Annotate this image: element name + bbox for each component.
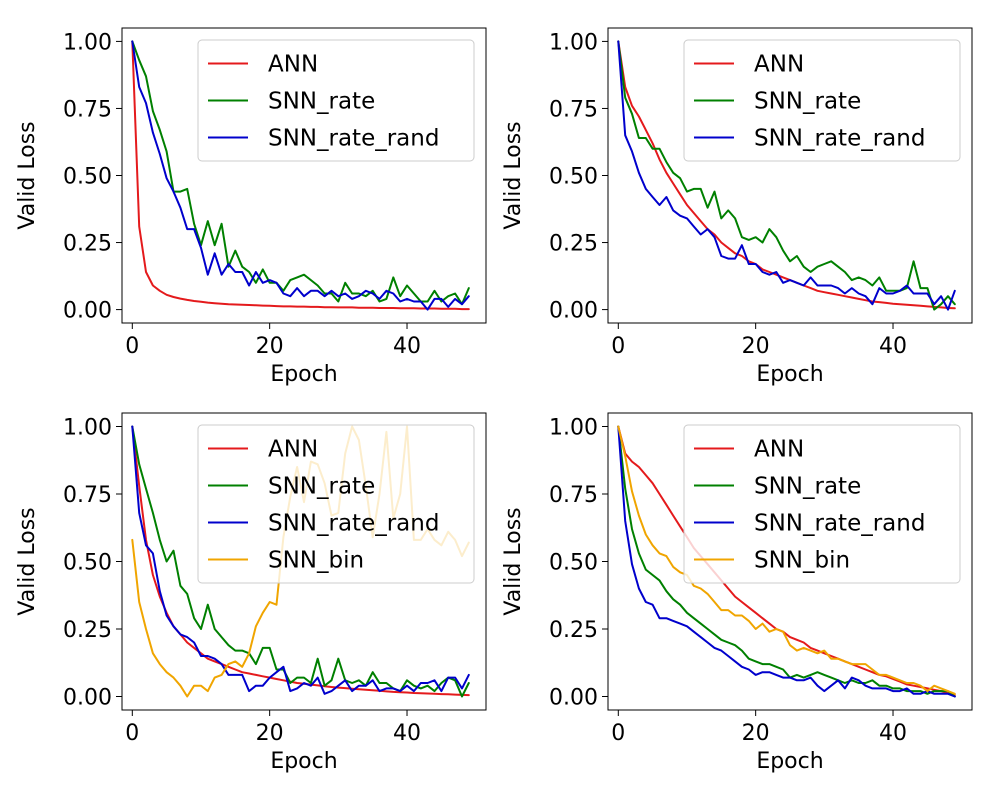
legend-box xyxy=(683,39,961,162)
series-line-ann xyxy=(617,425,956,697)
legend-label: ANN xyxy=(754,437,804,463)
y-axis-title: Valid Loss xyxy=(15,507,40,615)
legend: ANN SNN_rate SNN_rate_rand xyxy=(683,39,961,162)
series-line-snn-rate xyxy=(131,40,470,306)
y-tick-label: 0.50 xyxy=(549,165,598,190)
x-axis-title: Epoch xyxy=(270,749,337,774)
y-tick-label: 1.00 xyxy=(549,416,598,441)
legend-label: SNN_rate_rand xyxy=(754,126,925,152)
legend-box xyxy=(197,39,475,162)
chart-panel-1: 0 20 40 0.00 0.25 0.50 0.75 1.00 Epoch Valid Loss… xyxy=(15,27,487,387)
series-line-ann xyxy=(131,425,470,697)
series-line-snn-rate-rand xyxy=(617,40,956,311)
y-tick-label: 0.25 xyxy=(63,618,112,643)
x-tick-label: 0 xyxy=(611,334,625,359)
chart-panel-2: 0 20 40 0.00 0.25 0.50 0.75 1.00 Epoch Valid Loss… xyxy=(501,27,973,387)
x-tick-label: 40 xyxy=(879,334,907,359)
y-tick-label: 0.75 xyxy=(63,483,112,508)
legend-label: SNN_rate xyxy=(268,474,375,500)
legend: ANN SNN_rate SNN_rate_rand SNN_bin xyxy=(683,424,961,584)
x-tick-label: 0 xyxy=(125,334,139,359)
y-tick-label: 0.25 xyxy=(549,232,598,257)
legend-label: SNN_rate xyxy=(754,474,861,500)
legend-label: SNN_rate_rand xyxy=(268,511,439,537)
legend: ANN SNN_rate SNN_rate_rand SNN_bin xyxy=(197,424,475,584)
series-line-snn-bin xyxy=(617,425,956,695)
series-line-snn-rate xyxy=(617,425,956,698)
series-line-snn-rate-rand xyxy=(617,425,956,698)
y-tick-label: 0.00 xyxy=(549,686,598,711)
legend-label: ANN xyxy=(754,52,804,78)
legend-label: SNN_rate xyxy=(268,89,375,115)
y-tick-label: 0.00 xyxy=(549,299,598,324)
y-tick-label: 1.00 xyxy=(63,416,112,441)
legend-label: SNN_rate_rand xyxy=(268,126,439,152)
legend-label: ANN xyxy=(268,437,318,463)
y-axis-title: Valid Loss xyxy=(15,121,40,229)
x-tick-label: 20 xyxy=(742,334,770,359)
legend-label: ANN xyxy=(268,52,318,78)
y-tick-label: 0.50 xyxy=(63,551,112,576)
legend-label: SNN_bin xyxy=(754,548,850,574)
y-tick-label: 0.75 xyxy=(549,483,598,508)
x-axis-title: Epoch xyxy=(756,362,823,387)
chart-panel-4: 0 20 40 0.00 0.25 0.50 0.75 1.00 Epoch Valid Loss… xyxy=(501,412,973,774)
y-tick-label: 0.00 xyxy=(63,686,112,711)
series-line-snn-rate xyxy=(131,425,470,698)
legend-box xyxy=(197,424,475,584)
y-tick-label: 0.75 xyxy=(549,97,598,122)
series-line-ann xyxy=(617,40,956,310)
y-tick-label: 0.75 xyxy=(63,97,112,122)
y-tick-label: 0.25 xyxy=(63,232,112,257)
x-tick-label: 40 xyxy=(879,721,907,746)
series-line-snn-rate-rand xyxy=(131,40,470,311)
y-tick-label: 1.00 xyxy=(63,30,112,55)
x-tick-label: 0 xyxy=(125,721,139,746)
x-tick-label: 20 xyxy=(256,721,284,746)
x-tick-label: 20 xyxy=(256,334,284,359)
y-tick-label: 0.50 xyxy=(549,551,598,576)
y-tick-label: 0.00 xyxy=(63,299,112,324)
series-line-snn-rate-rand xyxy=(131,425,470,695)
legend-box xyxy=(683,424,961,584)
x-axis-title: Epoch xyxy=(270,362,337,387)
legend: ANN SNN_rate SNN_rate_rand xyxy=(197,39,475,162)
x-tick-label: 40 xyxy=(393,334,421,359)
x-tick-label: 40 xyxy=(393,721,421,746)
legend-label: SNN_bin xyxy=(268,548,364,574)
x-axis-title: Epoch xyxy=(756,749,823,774)
series-line-ann xyxy=(131,40,470,311)
x-tick-label: 0 xyxy=(611,721,625,746)
y-tick-label: 0.25 xyxy=(549,618,598,643)
legend-label: SNN_rate_rand xyxy=(754,511,925,537)
y-tick-label: 1.00 xyxy=(549,30,598,55)
y-tick-label: 0.50 xyxy=(63,165,112,190)
y-axis-title: Valid Loss xyxy=(501,507,526,615)
chart-panel-3: 0 20 40 0.00 0.25 0.50 0.75 1.00 Epoch Valid Loss… xyxy=(15,412,487,774)
y-axis-title: Valid Loss xyxy=(501,121,526,229)
x-tick-label: 20 xyxy=(742,721,770,746)
legend-label: SNN_rate xyxy=(754,89,861,115)
